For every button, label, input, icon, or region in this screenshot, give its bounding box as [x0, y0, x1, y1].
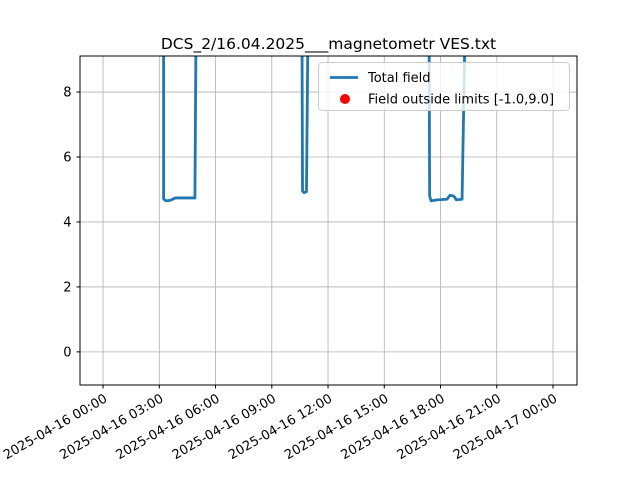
y-tick-label: 2: [63, 280, 71, 295]
x-tick-label: 2025-04-16 18:00: [339, 391, 448, 463]
legend-dot-swatch: [340, 94, 350, 104]
x-tick-label: 2025-04-16 21:00: [395, 391, 504, 463]
legend-label-total-field: Total field: [367, 71, 431, 86]
y-tick-label: 4: [63, 215, 71, 230]
y-tick-label: 0: [63, 345, 71, 360]
legend: Total field Field outside limits [-1.0,9…: [318, 62, 570, 111]
y-tick-label: 6: [63, 151, 71, 166]
x-tick-label: 2025-04-16 06:00: [114, 391, 223, 463]
legend-box: [318, 62, 570, 111]
x-tick-label: 2025-04-16 09:00: [170, 391, 279, 463]
chart-title: DCS_2/16.04.2025___magnetometr VES.txt: [161, 35, 496, 54]
y-tick-label: 8: [63, 86, 71, 101]
legend-label-field-outside-limits: Field outside limits [-1.0,9.0]: [368, 93, 554, 108]
x-tick-label: 2025-04-16 00:00: [1, 391, 110, 463]
series-total-field: [162, 56, 466, 203]
x-tick-label: 2025-04-16 15:00: [282, 391, 391, 463]
x-tick-label: 2025-04-16 03:00: [57, 391, 166, 463]
x-tick-label: 2025-04-17 00:00: [451, 391, 560, 463]
x-tick-label: 2025-04-16 12:00: [226, 391, 335, 463]
